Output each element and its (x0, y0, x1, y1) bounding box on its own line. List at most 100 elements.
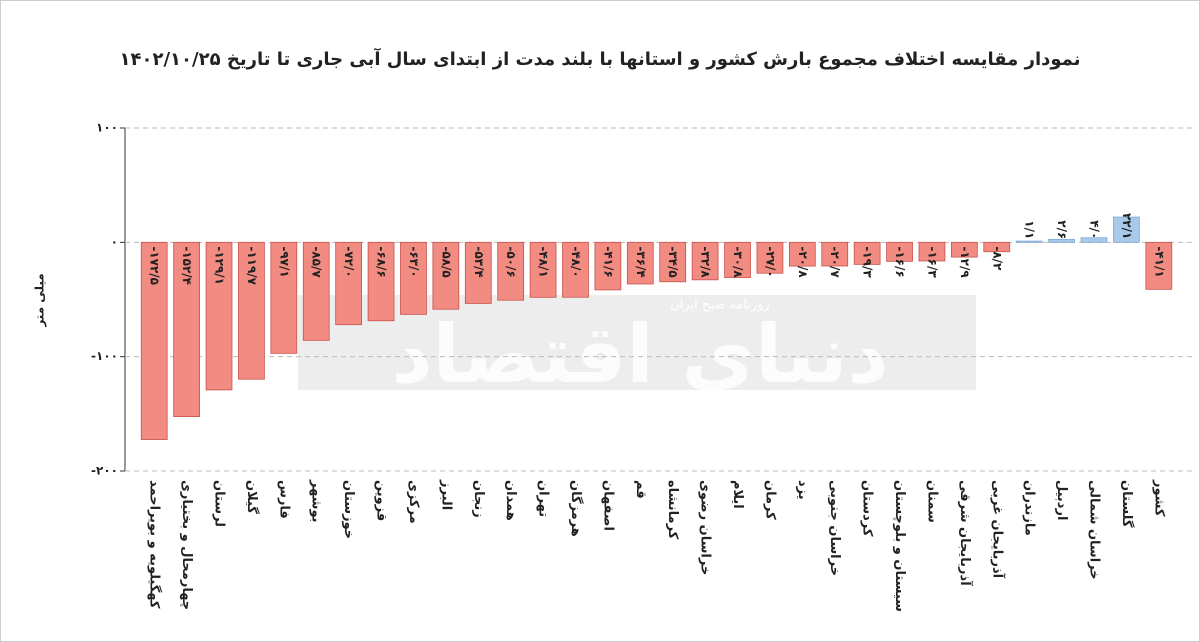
value-label: -۸۵/۷ (310, 246, 324, 278)
bar (335, 241, 363, 326)
bar (756, 241, 784, 274)
bar (238, 241, 265, 380)
y-tick-label: -۲۰۰ (91, 464, 118, 478)
value-label: -۱۶/۶ (893, 246, 907, 277)
x-tick-label: ایلام (730, 480, 745, 509)
x-tick-label: گلستان (1119, 480, 1135, 528)
bar (367, 241, 395, 322)
x-tick-label: کشور (1151, 479, 1166, 517)
x-tick-label: تهران (536, 480, 551, 517)
value-label: -۱۱۹/۷ (245, 246, 259, 285)
x-tick-label: یزد (795, 480, 810, 500)
bar (400, 241, 427, 315)
value-label: -۱۶/۳ (925, 246, 939, 278)
chart-title: نمودار مقایسه اختلاف مجموع بارش کشور و ا… (120, 47, 1081, 70)
x-tick-label: اردبیل (1054, 480, 1069, 520)
bar (1048, 238, 1075, 243)
x-tick-label: قم (633, 480, 648, 499)
x-tick-label: مازندران (1022, 480, 1037, 536)
bar (1145, 241, 1173, 290)
bar (659, 241, 687, 283)
bar (562, 241, 589, 298)
value-label: -۲۰/۸ (796, 246, 810, 278)
value-label: -۹۷/۱ (277, 246, 291, 277)
bar (205, 241, 233, 391)
x-tick-label: بوشهر (309, 479, 324, 523)
x-tick-label: خوزستان (341, 480, 356, 539)
x-tick-label: کرمانشاه (665, 480, 680, 540)
x-tick-label: چهارمحال و بختیاری (179, 480, 194, 610)
value-label: -۱۷۲/۵ (148, 246, 162, 285)
x-tick-label: قزوین (374, 480, 389, 521)
x-tick-label: اصفهان (600, 480, 615, 531)
bar (788, 241, 816, 267)
x-tick-label: سیستان و بلوچستان (892, 480, 907, 612)
value-label: ۱/۱ (1023, 220, 1037, 239)
bar (918, 241, 946, 262)
x-tick-label: مرکزی (406, 480, 421, 524)
value-label: -۴۸/۱ (537, 246, 551, 277)
value-label: -۸/۲ (990, 246, 1004, 271)
x-tick-label: زنجان (471, 480, 486, 518)
bar (821, 241, 849, 267)
bar (432, 241, 460, 310)
bar (173, 241, 200, 417)
bar (270, 241, 298, 354)
x-tick-label: آذربایجان شرقی (957, 480, 974, 586)
bar (724, 241, 751, 278)
bar (983, 241, 1011, 253)
watermark-title: دنیای اقتصاد (391, 308, 888, 401)
bar (626, 241, 654, 285)
value-label: ۲/۶ (1055, 220, 1069, 239)
x-tick-label: کردستان (860, 480, 875, 537)
x-tick-label: کرمان (762, 480, 777, 520)
value-label: -۷۲/۰ (342, 246, 356, 277)
bar (497, 241, 525, 301)
bar (594, 241, 622, 291)
y-axis-label: میلی متر (33, 273, 47, 327)
x-tick-label: گیلان (244, 480, 260, 514)
bar (464, 241, 492, 304)
value-label: ۲۲/۱ (1120, 213, 1134, 239)
value-label: -۲۷/۰ (763, 246, 777, 277)
value-label: -۵۸/۵ (439, 246, 453, 277)
bar (853, 241, 881, 265)
bar (1113, 216, 1140, 243)
bar (529, 241, 557, 298)
bar (1080, 237, 1108, 243)
x-tick-label: کهگیلویه و بویراحمد (147, 480, 163, 609)
value-label: -۳۶/۴ (634, 246, 648, 277)
value-label: -۶۳/۰ (407, 246, 421, 277)
x-tick-label: خراسان رضوی (698, 480, 713, 575)
x-tick-label: خراسان جنوبی (827, 480, 842, 576)
value-label: -۳۴/۵ (666, 246, 680, 277)
y-tick-label: -۱۰۰ (91, 349, 118, 363)
bar (140, 241, 168, 440)
bar (1015, 240, 1043, 243)
value-label: -۱۲/۹ (958, 246, 972, 278)
x-tick-label: آذربایجان غربی (989, 480, 1006, 579)
x-tick-label: هرمزگان (568, 480, 584, 537)
bar (691, 241, 719, 281)
value-label: -۲۰/۷ (828, 246, 842, 278)
value-label: -۱۵۲/۴ (180, 246, 194, 285)
value-label: -۱۹/۳ (861, 246, 875, 278)
bar (886, 241, 913, 262)
value-label: -۵۳/۴ (472, 246, 486, 277)
value-label: -۱۲۹/۱ (213, 246, 227, 285)
x-tick-label: خراسان شمالی (1086, 480, 1101, 580)
x-tick-label: لرستان (212, 480, 227, 527)
y-tick-label: ۱۰۰ (96, 121, 118, 135)
value-label: -۴۱/۶ (601, 246, 615, 277)
bar (302, 241, 330, 341)
value-label: -۵۰/۶ (504, 246, 518, 277)
x-tick-label: فارس (276, 480, 291, 519)
value-label: -۳۰/۸ (731, 246, 745, 278)
bar (950, 241, 978, 258)
value-label: ۴/۰ (1087, 220, 1101, 239)
value-label: -۴۱/۱ (1152, 246, 1166, 277)
x-tick-label: البرز (438, 479, 453, 510)
value-label: -۳۲/۸ (699, 246, 713, 278)
